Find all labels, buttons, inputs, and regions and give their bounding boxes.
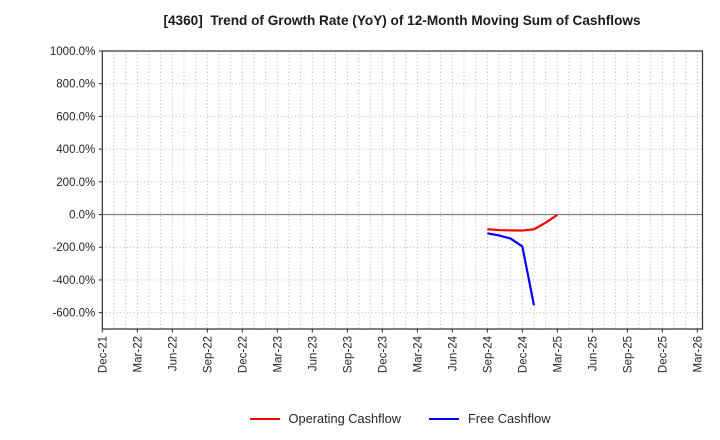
- x-tick-label: Sep-23: [342, 336, 354, 373]
- y-tick-label: 800.0%: [56, 79, 95, 91]
- legend-label-free: Free Cashflow: [467, 410, 551, 426]
- x-tick-label: Jun-22: [167, 336, 179, 371]
- y-tick-label: 0.0%: [69, 210, 95, 222]
- legend-line-swatch-operating-icon: [249, 417, 280, 421]
- legend-line-swatch-free-icon: [428, 417, 459, 421]
- x-tick-label: Sep-22: [202, 336, 214, 373]
- plot-border: [101, 50, 704, 330]
- x-tick-label: Dec-24: [517, 335, 529, 373]
- y-tick-label: 200.0%: [56, 177, 95, 189]
- chart-legend: Operating Cashflow Free Cashflow: [40, 406, 720, 432]
- x-tick-label: Dec-25: [657, 336, 669, 373]
- y-tick-label: 600.0%: [56, 111, 95, 123]
- x-tick-label: Sep-25: [622, 336, 634, 373]
- x-tick-label: Mar-25: [552, 336, 564, 372]
- x-tick-label: Dec-23: [377, 336, 389, 373]
- x-tick-label: Jun-25: [587, 336, 599, 371]
- axis-labels: 1000.0% 800.0% 600.0% 400.0% 200.0% 0.0% -200.…: [50, 46, 704, 373]
- x-tick-label: Mar-26: [692, 336, 704, 372]
- grid-layer: [102, 51, 703, 329]
- x-tick-label: Jun-24: [447, 335, 459, 371]
- x-tick-label: Sep-24: [482, 335, 494, 373]
- plot-border-rect: [101, 50, 704, 330]
- series-layer: [487, 213, 558, 306]
- series-line-free-cashflow: [487, 232, 536, 306]
- y-tick-label: -200.0%: [52, 242, 95, 254]
- x-tick-label: Dec-22: [237, 336, 249, 373]
- legend-item-free-cashflow: Free Cashflow: [428, 410, 551, 426]
- series-line-operating-cashflow: [487, 213, 558, 232]
- y-tick-label: -400.0%: [52, 275, 95, 287]
- x-tick-label: Mar-23: [272, 336, 284, 372]
- x-tick-label: Mar-22: [132, 336, 144, 372]
- x-tick-label: Mar-24: [412, 335, 424, 372]
- y-tick-label: -600.0%: [52, 308, 95, 320]
- x-tick-label: Dec-21: [97, 336, 109, 373]
- y-tick-label: 400.0%: [56, 144, 95, 156]
- x-tick-label: Jun-23: [307, 336, 319, 371]
- y-tick-label: 1000.0%: [50, 46, 95, 58]
- legend-label-operating: Operating Cashflow: [288, 410, 401, 426]
- legend-item-operating-cashflow: Operating Cashflow: [249, 410, 401, 426]
- chart-title: [4360] Trend of Growth Rate (YoY) of 12-…: [163, 13, 641, 28]
